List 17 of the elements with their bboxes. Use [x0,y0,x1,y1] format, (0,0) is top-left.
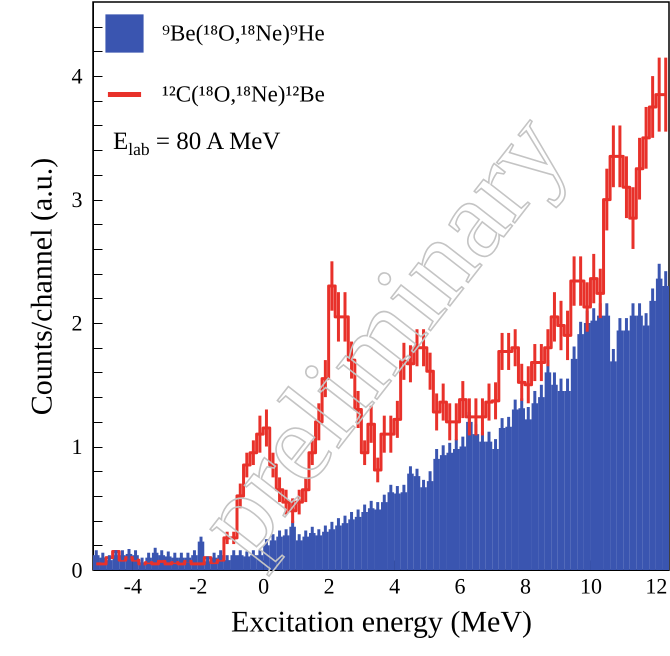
y-axis-title: Counts/channel (a.u.) [26,158,58,416]
legend-label: ⁹Be(¹⁸O,¹⁸Ne)⁹He [162,20,325,46]
x-tick-label: 6 [454,574,466,598]
legend-label: ¹²C(¹⁸O,¹⁸Ne)¹²Be [162,82,325,106]
x-tick-label: 10 [580,574,602,598]
y-tick-label: 2 [72,310,82,336]
x-tick-label: 12 [645,574,668,598]
y-tick-label: 4 [72,64,82,89]
x-tick-label: 8 [520,574,531,598]
x-tick-label: 4 [389,574,400,598]
x-tick-label: 2 [324,574,335,598]
y-tick-label: 3 [72,187,82,212]
x-tick-label: -4 [124,574,142,598]
x-axis-title: Excitation energy (MeV) [230,606,532,638]
y-tick-label: 0 [72,558,82,582]
x-tick-label: -2 [189,574,208,598]
y-tick-label: 1 [72,434,82,460]
